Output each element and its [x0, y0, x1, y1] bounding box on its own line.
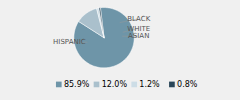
- svg-text:BLACK: BLACK: [127, 15, 150, 23]
- svg-text:85.9%: 85.9%: [64, 80, 90, 89]
- svg-text:ASIAN: ASIAN: [128, 32, 149, 40]
- svg-text:0.8%: 0.8%: [177, 80, 198, 89]
- svg-text:WHITE: WHITE: [127, 24, 151, 33]
- svg-text:12.0%: 12.0%: [102, 80, 128, 89]
- svg-text:HISPANIC: HISPANIC: [53, 38, 86, 46]
- svg-text:1.2%: 1.2%: [139, 80, 160, 89]
